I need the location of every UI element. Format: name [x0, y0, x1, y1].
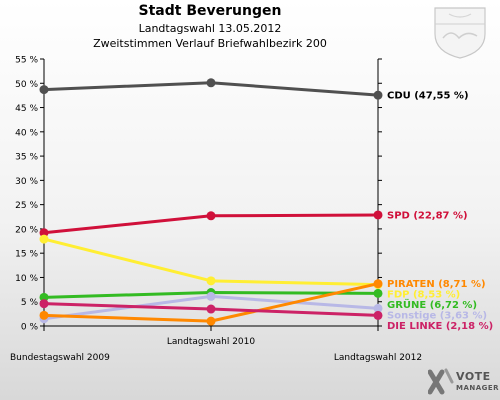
y-tick-label: 25 % — [15, 201, 38, 211]
data-point-cdu — [39, 85, 49, 95]
y-tick-label: 5 % — [21, 298, 39, 308]
y-tick-label: 40 % — [15, 128, 38, 138]
data-point-grüne — [39, 292, 49, 302]
data-point-sonstige — [373, 303, 383, 313]
series-labels: CDU (47,55 %) SPD (22,87 %) PIRATEN (8,71 … — [387, 91, 493, 333]
series-group — [39, 78, 383, 326]
series-label-grüne: GRÜNE (6,72 %) — [387, 297, 477, 311]
data-point-spd — [373, 210, 383, 220]
data-point-die-linke — [39, 299, 49, 309]
data-point-cdu — [373, 90, 383, 100]
series-label-fdp: FDP (8,53 %) — [387, 290, 460, 301]
chart-axes — [43, 59, 379, 327]
y-tick-label: 10 % — [15, 274, 38, 284]
coat-of-arms-icon — [434, 7, 486, 59]
chart-subtitle-detail: Zweitstimmen Verlauf Briefwahlbezirk 200 — [93, 37, 327, 50]
series-label-cdu: CDU (47,55 %) — [387, 91, 469, 102]
y-tick-label: 0 % — [21, 323, 39, 333]
series-label-sonstige: Sonstige (3,63 %) — [387, 311, 487, 322]
y-tick-label: 35 % — [15, 153, 38, 163]
series-label-spd: SPD (22,87 %) — [387, 210, 468, 221]
data-point-fdp — [39, 234, 49, 244]
chart-subtitle: Landtagswahl 13.05.2012 — [138, 22, 282, 35]
y-tick-label: 55 % — [15, 56, 38, 66]
y-axis-ticks: 0 % 5 % 10 % 15 % 20 % 25 % 30 % 35 % 40 % 45 % 50… — [15, 56, 382, 333]
x-axis-ticks: Bundestagswahl 2009 Landtagswahl 2010 Land… — [10, 326, 422, 363]
data-point-piraten — [206, 316, 216, 326]
data-point-spd — [39, 228, 49, 238]
y-tick-label: 45 % — [15, 104, 38, 114]
series-label-piraten: PIRATEN (8,71 %) — [387, 279, 486, 290]
data-point-sonstige — [206, 291, 216, 301]
data-point-piraten — [39, 310, 49, 320]
x-tick-label: Bundestagswahl 2009 — [10, 353, 110, 363]
chart-title: Stadt Beverungen — [138, 3, 282, 19]
data-point-cdu — [206, 78, 216, 88]
data-point-fdp — [206, 276, 216, 286]
x-tick-label: Landtagswahl 2012 — [334, 353, 422, 363]
y-tick-label: 30 % — [15, 177, 38, 187]
vote-manager-logo-icon — [428, 368, 454, 395]
logo-name: VOTE — [456, 370, 491, 383]
data-point-die-linke — [373, 310, 383, 320]
data-point-piraten — [373, 279, 383, 289]
data-point-die-linke — [206, 304, 216, 314]
data-point-spd — [206, 211, 216, 221]
y-tick-label: 20 % — [15, 225, 38, 235]
logo-subtitle: MANAGER — [456, 384, 500, 392]
series-label-die-linke: DIE LINKE (2,18 %) — [387, 321, 493, 332]
y-tick-label: 15 % — [15, 250, 38, 260]
x-tick-label: Landtagswahl 2010 — [167, 337, 256, 347]
y-tick-label: 50 % — [15, 80, 38, 90]
data-point-grüne — [373, 288, 383, 298]
